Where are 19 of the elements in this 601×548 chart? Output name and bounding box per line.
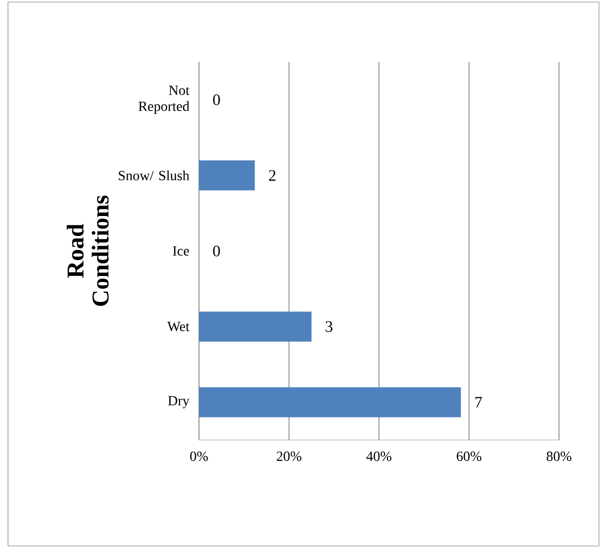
x-tick-label: 80% — [546, 452, 572, 462]
bar — [199, 160, 255, 190]
annotation: 0 — [213, 246, 220, 256]
y-axis-title: Road Conditions — [66, 196, 109, 306]
y-tick-label: Ice — [172, 246, 189, 256]
annotation: 3 — [326, 321, 332, 332]
bar — [199, 387, 461, 418]
x-tick-label: 0% — [190, 452, 208, 462]
y-tick-label: Snow/ Slush — [118, 170, 190, 180]
y-tick-label: Not Reported — [138, 86, 190, 114]
y-tick-label: Wet — [167, 322, 190, 332]
y-tick-label: Dry — [168, 396, 190, 408]
annotation: 7 — [475, 396, 482, 408]
x-tick-label: 20% — [276, 452, 302, 462]
bar — [199, 312, 312, 342]
annotation: 2 — [269, 170, 276, 181]
x-tick-label: 60% — [456, 452, 482, 462]
x-tick-label: 40% — [366, 452, 392, 462]
annotation: 0 — [213, 94, 220, 106]
